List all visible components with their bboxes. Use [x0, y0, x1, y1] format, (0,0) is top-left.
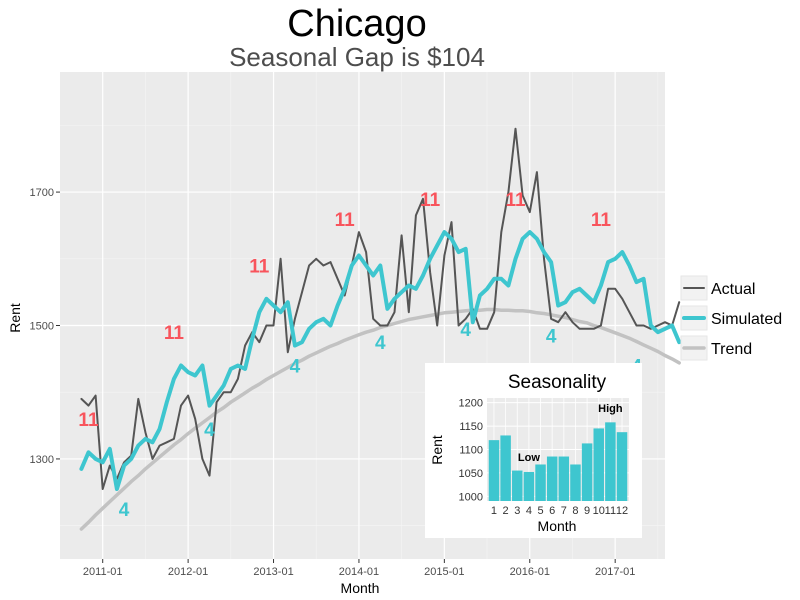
inset-y-tick-label: 1050 [459, 468, 483, 480]
inset-x-tick-label: 12 [616, 505, 628, 517]
chart-title: Chicago [287, 3, 426, 45]
season-annotations: 11 11 11 11 11 11 11 4 4 4 4 4 4 4 [78, 190, 642, 521]
inset-bar [546, 456, 558, 501]
y-axis-title: Rent [7, 303, 23, 333]
inset-bar [488, 440, 500, 501]
x-tick-label: 2014-01 [339, 566, 379, 578]
inset-x-tick-labels: 1 2 3 4 5 6 7 8 9 10 11 12 [491, 505, 628, 517]
inset-x-tick-label: 9 [584, 505, 590, 517]
x-tick-label: 2017-01 [595, 566, 635, 578]
inset-x-axis-title: Month [538, 518, 577, 534]
annotation-low-label: 4 [375, 333, 386, 354]
inset-bar [570, 464, 581, 501]
annotation-high-label: 11 [505, 190, 526, 211]
inset-x-tick-label: 3 [514, 505, 520, 517]
y-tick-label: 1700 [30, 187, 54, 199]
x-axis-title: Month [341, 580, 380, 596]
x-tick-label: 2015-01 [424, 566, 464, 578]
annotation-high-label: 11 [420, 190, 441, 211]
inset-x-tick-label: 1 [491, 505, 497, 517]
inset-bars [488, 422, 628, 501]
inset-title: Seasonality [508, 372, 607, 393]
inset-x-tick-label: 11 [605, 505, 616, 517]
annotation-high-label: 11 [78, 410, 99, 431]
series-line-actual [80, 127, 681, 490]
inset-y-tick-label: 1000 [459, 491, 483, 503]
inset-y-tick-labels: 1000 1050 1100 1150 1200 [459, 398, 483, 504]
inset-annotation-high: High [598, 403, 623, 415]
inset-bar [500, 435, 511, 501]
inset-x-tick-label: 7 [561, 505, 567, 517]
inset-y-tick-label: 1200 [459, 398, 483, 410]
inset-bar [512, 470, 523, 501]
inset-x-tick-label: 8 [572, 505, 578, 517]
annotation-high-label: 11 [335, 210, 356, 231]
series-lines [79, 127, 682, 531]
inset-annotation-low: Low [518, 452, 540, 464]
inset-x-tick-label: 4 [526, 505, 532, 517]
inset-x-tick-label: 6 [549, 505, 555, 517]
inset-x-tick-label: 5 [537, 505, 543, 517]
x-tick-labels: 2011-01 2012-01 2013-01 2014-01 2015-01 2016-… [83, 559, 635, 578]
chart-subtitle: Seasonal Gap is $104 [229, 42, 485, 72]
y-tick-label: 1300 [30, 454, 54, 466]
annotation-low-label: 4 [290, 357, 301, 378]
annotation-low-label: 4 [460, 320, 471, 341]
inset-y-tick-label: 1150 [459, 421, 483, 433]
y-tick-labels: 1300 1500 1700 [30, 187, 60, 466]
inset-bar [558, 456, 570, 501]
inset-bar [581, 443, 593, 501]
annotation-high-label: 11 [249, 256, 270, 277]
series-line-trend [79, 307, 681, 531]
legend-label-simulated: Simulated [711, 311, 782, 328]
inset-y-axis-title: Rent [429, 435, 445, 465]
annotation-low-label: 4 [119, 500, 130, 521]
legend-label-trend: Trend [711, 341, 752, 358]
inset-x-tick-label: 10 [593, 505, 605, 517]
inset-bar [535, 464, 546, 501]
annotation-high-label: 11 [164, 323, 185, 344]
inset-annotations: Low High [518, 403, 623, 464]
inset-bar [523, 471, 535, 501]
legend: Actual Simulated Trend [680, 275, 782, 361]
y-tick-label: 1500 [30, 321, 54, 333]
inset-y-tick-label: 1100 [459, 445, 483, 457]
x-tick-label: 2016-01 [510, 566, 550, 578]
annotation-low-label: 4 [204, 420, 215, 441]
x-tick-label: 2012-01 [168, 566, 208, 578]
inset-bar [593, 428, 604, 501]
x-tick-label: 2011-01 [83, 566, 123, 578]
x-tick-label: 2013-01 [253, 566, 293, 578]
legend-label-actual: Actual [711, 281, 755, 298]
series-line-simulated [79, 230, 682, 491]
inset-x-tick-label: 2 [503, 505, 509, 517]
annotation-high-label: 11 [591, 210, 612, 231]
annotation-low-label: 4 [546, 327, 557, 348]
inset-bar [605, 422, 616, 501]
inset-bar [616, 432, 628, 501]
